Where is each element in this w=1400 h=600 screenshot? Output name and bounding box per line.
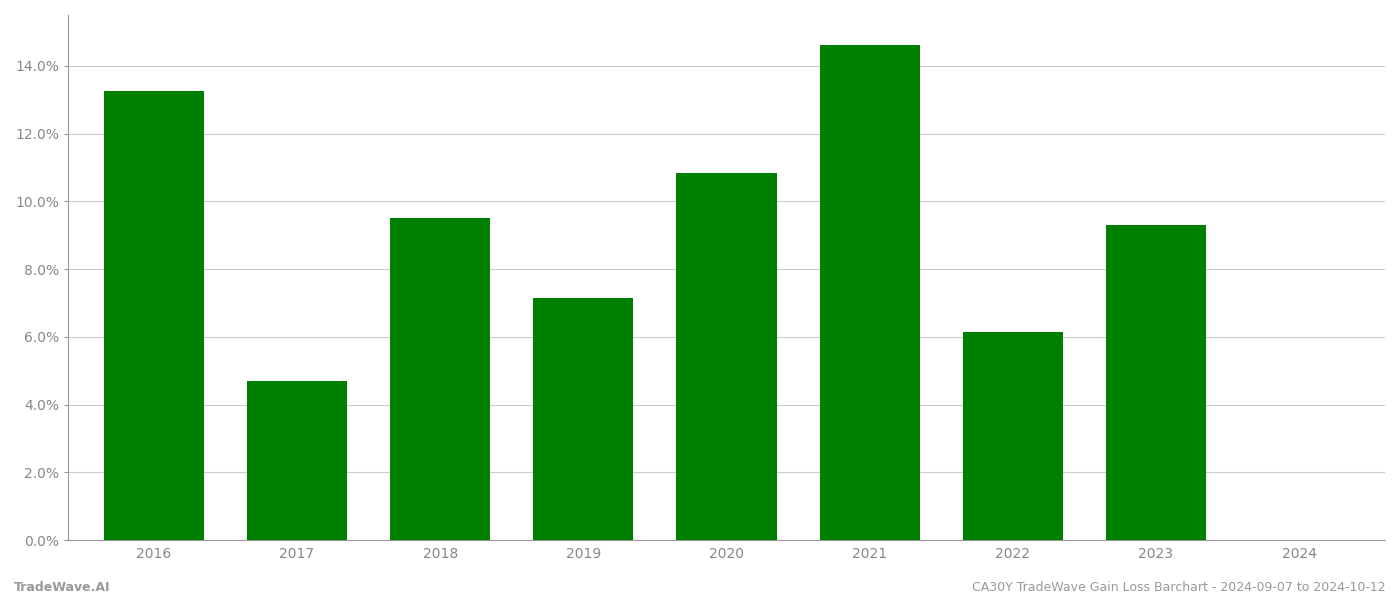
- Text: CA30Y TradeWave Gain Loss Barchart - 2024-09-07 to 2024-10-12: CA30Y TradeWave Gain Loss Barchart - 202…: [973, 581, 1386, 594]
- Bar: [391, 218, 490, 540]
- Bar: [963, 332, 1063, 540]
- Bar: [676, 173, 777, 540]
- Text: TradeWave.AI: TradeWave.AI: [14, 581, 111, 594]
- Bar: [533, 298, 633, 540]
- Bar: [104, 91, 204, 540]
- Bar: [819, 46, 920, 540]
- Bar: [246, 381, 347, 540]
- Bar: [1106, 225, 1205, 540]
